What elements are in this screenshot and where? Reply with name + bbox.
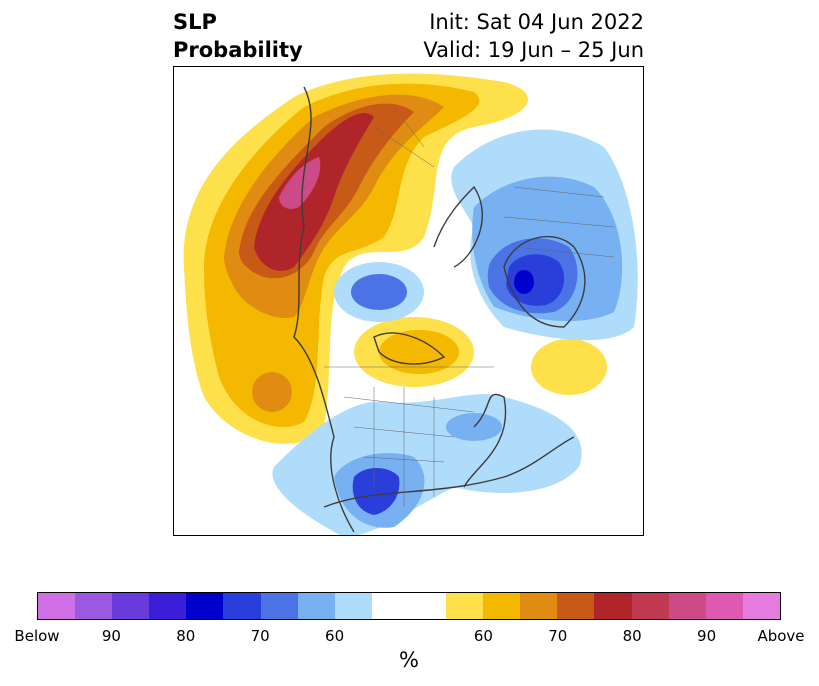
- map-dates: Init: Sat 04 Jun 2022 Valid: 19 Jun – 25…: [423, 8, 644, 64]
- below-region-arctic-70: [351, 274, 407, 310]
- colorbar-swatch: [260, 593, 298, 619]
- probability-map: [183, 73, 638, 535]
- colorbar-swatch: [297, 593, 335, 619]
- colorbar-swatch: [742, 593, 780, 619]
- valid-dates: Valid: 19 Jun – 25 Jun: [423, 38, 644, 62]
- map-title: SLP Probability: [173, 8, 303, 64]
- colorbar-swatch: [520, 593, 558, 619]
- title-line-2: Probability: [173, 38, 303, 62]
- colorbar-swatch: [38, 593, 76, 619]
- colorbar-tick-label: 70: [250, 627, 270, 645]
- colorbar-swatch: [408, 593, 447, 619]
- colorbar-tick-label: 90: [101, 627, 121, 645]
- above-region-atlantic: [531, 339, 607, 395]
- colorbar-tick-label: 60: [473, 627, 493, 645]
- colorbar-swatch: [594, 593, 632, 619]
- political-borders: [324, 106, 615, 507]
- above-region-70-pacific: [252, 372, 292, 412]
- colorbar-swatch: [446, 593, 484, 619]
- above-region-hudson-core: [379, 330, 459, 374]
- colorbar-swatch: [371, 593, 409, 619]
- above-region-85: [279, 157, 321, 209]
- colorbar-tick-label: 70: [548, 627, 568, 645]
- colorbar-swatch: [483, 593, 521, 619]
- colorbar-swatch: [186, 593, 224, 619]
- title-line-1: SLP: [173, 10, 217, 34]
- colorbar-swatch: [334, 593, 372, 619]
- colorbar: [37, 592, 781, 620]
- above-region-80: [254, 113, 374, 271]
- colorbar-swatch: [149, 593, 187, 619]
- below-region-us-80: [352, 468, 400, 515]
- init-date: Init: Sat 04 Jun 2022: [429, 10, 644, 34]
- colorbar-swatch: [631, 593, 669, 619]
- colorbar-tick-label: Below: [14, 627, 60, 645]
- colorbar-unit: %: [399, 648, 419, 672]
- colorbar-swatch: [223, 593, 261, 619]
- colorbar-tick-label: 90: [697, 627, 717, 645]
- map-panel: [173, 66, 644, 536]
- colorbar-tick-label: 80: [176, 627, 196, 645]
- colorbar-swatch: [705, 593, 743, 619]
- colorbar-swatch: [112, 593, 150, 619]
- colorbar-swatch: [75, 593, 113, 619]
- colorbar-tick-label: 80: [622, 627, 642, 645]
- coastlines: [293, 86, 586, 533]
- colorbar-tick-label: 60: [325, 627, 345, 645]
- colorbar-tick-label: Above: [757, 627, 805, 645]
- below-region-eurasia-90: [514, 270, 534, 294]
- colorbar-swatch: [557, 593, 595, 619]
- colorbar-swatch: [668, 593, 706, 619]
